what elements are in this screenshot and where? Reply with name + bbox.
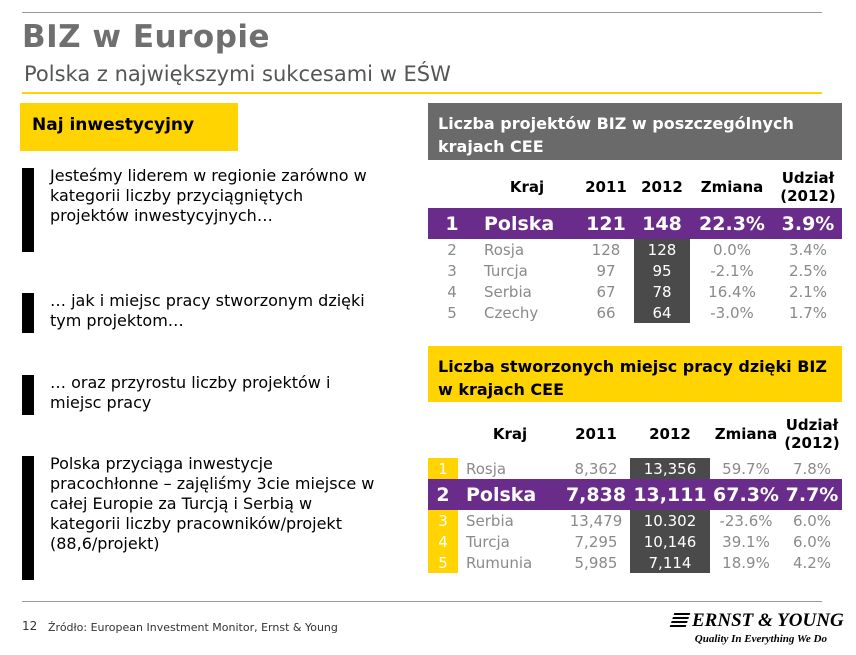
table-header-row: Kraj 2011 2012 Zmiana Udział (2012) [428, 166, 842, 208]
table-row: 2 Polska 7,838 13,111 67.3% 7.7% [428, 479, 842, 510]
bullet-bar [22, 293, 34, 333]
badge-label: Naj inwestycyjny [32, 115, 195, 135]
table-row: 4 Turcja 7,295 10,146 39.1% 6.0% [428, 531, 842, 552]
slide-title: BIZ w Europie [22, 19, 271, 55]
bullet-bar [22, 168, 34, 252]
table1-title: Liczba projektów BIZ w poszczególnych kr… [428, 103, 842, 160]
table-row: 4 Serbia 67 78 16.4% 2.1% [447, 281, 828, 302]
table-row: 3 Serbia 13,479 10.302 -23.6% 6.0% [428, 510, 842, 531]
col-kraj: Kraj [509, 178, 545, 196]
table-row: 1 Polska 121 148 22.3% 3.9% [428, 208, 842, 239]
col-2012: 2012 [649, 425, 691, 443]
col-udzial: Udział (2012) [784, 416, 840, 452]
slide-subtitle: Polska z największymi sukcesami w EŚW [24, 62, 451, 86]
col-udzial: Udział (2012) [780, 169, 836, 205]
subtitle-rule [22, 92, 822, 94]
projects-table: Kraj 2011 2012 Zmiana Udział (2012) 1 Pol… [428, 166, 842, 323]
bullet-text: Jesteśmy liderem w regionie zarówno w ka… [50, 166, 367, 225]
bullet-item: Jesteśmy liderem w regionie zarówno w ka… [22, 166, 367, 256]
table-header-row: Kraj 2011 2012 Zmiana Udział (2012) [428, 410, 842, 458]
table-row: 5 Rumunia 5,985 7,114 18.9% 4.2% [428, 552, 842, 573]
col-2012: 2012 [641, 178, 683, 196]
page-number: 12 [22, 619, 38, 633]
col-2011: 2011 [585, 178, 627, 196]
table-row: 3 Turcja 97 95 -2.1% 2.5% [447, 260, 828, 281]
bullet-item: Polska przyciąga inwestycje pracochłonne… [22, 454, 374, 584]
bullet-text: … oraz przyrostu liczby projektów i miej… [50, 373, 331, 412]
source-note: Źródło: European Investment Monitor, Ern… [48, 621, 338, 634]
col-zmiana: Zmiana [700, 178, 764, 196]
bullet-item: … oraz przyrostu liczby projektów i miej… [22, 373, 352, 417]
table2-title: Liczba stworzonych miejsc pracy dzięki B… [428, 346, 842, 402]
bullet-bar [22, 375, 34, 415]
bullet-item: … jak i miejsc pracy stworzonym dzięki t… [22, 291, 365, 335]
ernst-young-logo: ERNST & YOUNG Quality In Everything We D… [669, 610, 844, 645]
table-row: 1 Rosja 8,362 13,356 59.7% 7.8% [428, 458, 842, 479]
bullet-bar [22, 456, 34, 580]
table-row: 5 Czechy 66 64 -3.0% 1.7% [447, 302, 828, 323]
bullet-text: Polska przyciąga inwestycje pracochłonne… [50, 454, 375, 553]
footer-rule [22, 601, 822, 602]
highlight-badge: Naj inwestycyjny [20, 103, 238, 151]
table-row: 2 Rosja 128 128 0.0% 3.4% [447, 239, 828, 260]
col-2011: 2011 [575, 425, 617, 443]
top-rule [22, 12, 822, 13]
bullet-text: … jak i miejsc pracy stworzonym dzięki t… [50, 291, 365, 330]
jobs-table: Kraj 2011 2012 Zmiana Udział (2012) 1 Ros… [428, 410, 842, 573]
logo-name: ERNST & YOUNG [692, 610, 844, 631]
col-kraj: Kraj [492, 425, 528, 443]
logo-tagline: Quality In Everything We Do [694, 633, 827, 645]
logo-bars-icon [669, 613, 691, 627]
col-zmiana: Zmiana [714, 425, 778, 443]
